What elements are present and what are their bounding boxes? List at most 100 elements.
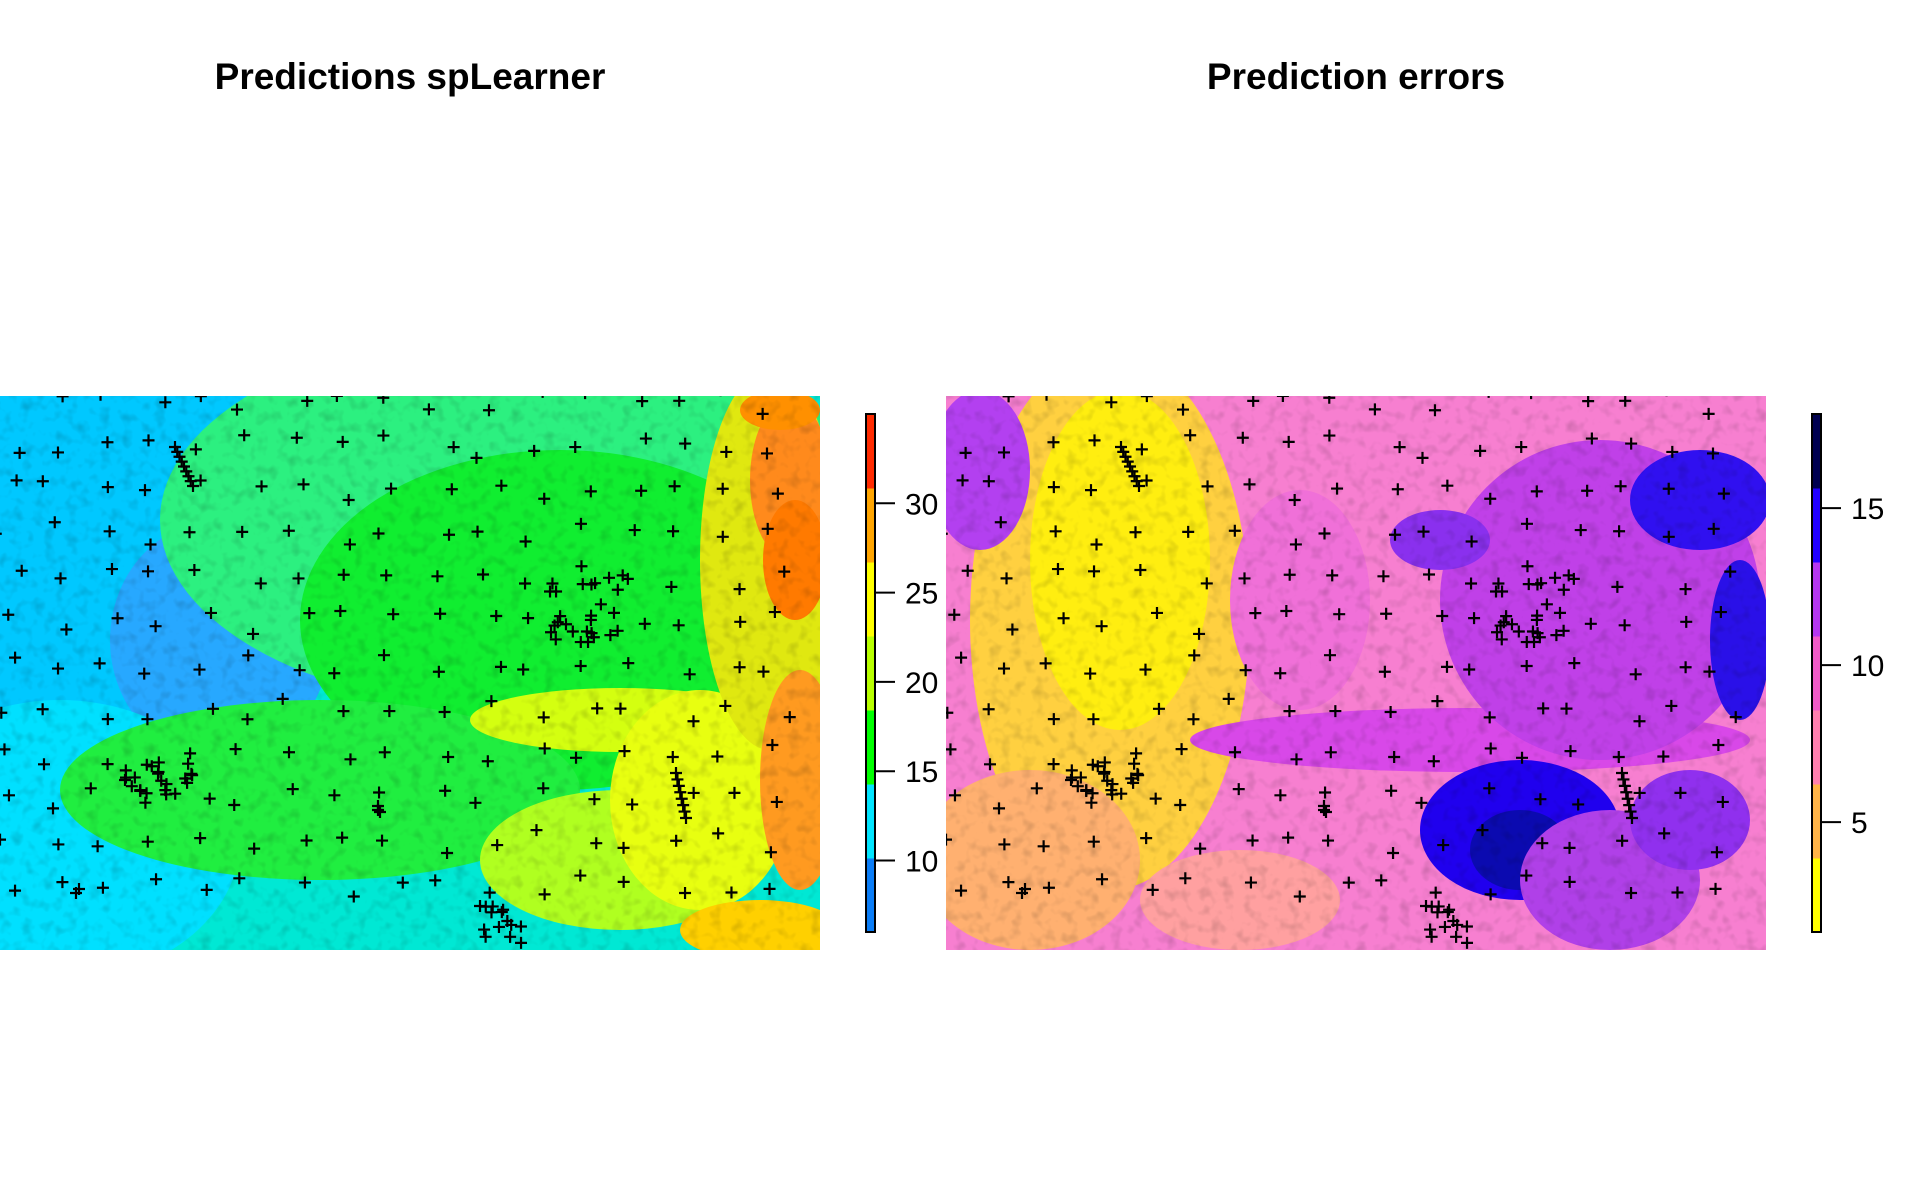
sample-point [1283, 568, 1296, 581]
sample-point [574, 869, 587, 882]
sample-point [383, 705, 396, 718]
colorbar-tick-label: 10 [1851, 650, 1884, 683]
sample-point [1440, 660, 1453, 673]
colorbar-predictions: 10 15 20 25 30 [865, 413, 938, 933]
sample-point [725, 886, 738, 899]
colorbar-gradient [866, 414, 875, 933]
sample-point [187, 480, 199, 492]
sample-point [1149, 792, 1162, 805]
sample-point [733, 583, 746, 596]
sample-point [1515, 441, 1528, 454]
sample-point [1080, 784, 1093, 797]
sample-point [1184, 429, 1197, 442]
sample-point [617, 841, 630, 854]
raster-predictions [0, 396, 820, 950]
sample-point [203, 792, 216, 805]
sample-point [1450, 930, 1463, 943]
sample-point [570, 751, 583, 764]
sample-point [668, 480, 681, 493]
sample-point [1047, 481, 1060, 494]
sample-point [1047, 713, 1060, 726]
sample-point [293, 664, 306, 677]
sample-point [1520, 869, 1533, 882]
sample-point [628, 524, 641, 537]
sample-point [10, 474, 23, 487]
sample-point [378, 746, 391, 759]
sample-point [1625, 886, 1638, 899]
sample-point [105, 563, 118, 576]
sample-point [1709, 882, 1722, 895]
sample-point [188, 564, 201, 577]
sample-point [1717, 487, 1730, 500]
sample-point [1133, 480, 1145, 492]
sample-point [1388, 750, 1401, 763]
sample-point [443, 528, 456, 541]
sample-point [1320, 806, 1332, 818]
sample-point [1520, 659, 1533, 672]
sample-point [434, 607, 447, 620]
sample-point [1624, 805, 1637, 818]
sample-point [1150, 606, 1163, 619]
sample-point [1423, 568, 1436, 581]
sample-point [1288, 493, 1301, 506]
sample-point [771, 487, 784, 500]
sample-point [1425, 900, 1438, 913]
sample-point [680, 812, 692, 824]
sample-point [485, 695, 498, 708]
sample-point [761, 522, 774, 535]
sample-point [1629, 668, 1642, 681]
colorbar-step [1812, 414, 1821, 489]
sample-point [611, 624, 624, 637]
sample-point [1002, 876, 1015, 889]
sample-point [141, 835, 154, 848]
sample-point [1140, 396, 1153, 403]
sample-point [1051, 563, 1064, 576]
sample-point [1484, 742, 1497, 755]
sample-point [1666, 445, 1679, 458]
sample-point [150, 873, 163, 886]
sample-point [1484, 888, 1497, 901]
sample-point [1085, 796, 1098, 809]
sample-point [1563, 875, 1576, 888]
sample-point [638, 617, 651, 630]
sample-point [1657, 750, 1670, 763]
sample-point [1187, 713, 1200, 726]
sample-point [373, 786, 386, 799]
sample-point [1188, 649, 1201, 662]
sample-point [961, 564, 974, 577]
sample-point [343, 538, 356, 551]
sample-point [13, 446, 26, 459]
sample-point [334, 604, 347, 617]
sample-points-predictions [0, 396, 796, 949]
sample-point [1384, 706, 1397, 719]
sample-point [1090, 538, 1103, 551]
sample-point [1484, 492, 1497, 505]
sample-point [236, 525, 249, 538]
sample-point [292, 572, 305, 585]
sample-point [763, 882, 776, 895]
colorbar-step [1812, 636, 1821, 711]
colorbar-tick-label: 25 [905, 578, 938, 611]
sample-point [1319, 786, 1332, 799]
sample-point [719, 396, 722, 397]
sample-point [140, 787, 153, 800]
sample-point [1140, 832, 1153, 845]
sample-point [1474, 444, 1487, 457]
sample-point [1087, 713, 1100, 726]
sample-point [1616, 834, 1629, 847]
sample-point [504, 930, 517, 943]
colorbar-gradient [1812, 414, 1821, 933]
sample-point [574, 659, 587, 672]
sample-point [372, 800, 384, 812]
sample-point [1006, 623, 1019, 636]
sample-point [479, 930, 492, 943]
sample-point [1443, 903, 1456, 916]
sample-point [1465, 577, 1478, 590]
sample-point [497, 903, 510, 916]
sample-point [517, 663, 530, 676]
sample-point [1563, 841, 1576, 854]
sample-point [677, 799, 690, 812]
sample-point [575, 560, 588, 573]
sample-point [441, 846, 454, 859]
